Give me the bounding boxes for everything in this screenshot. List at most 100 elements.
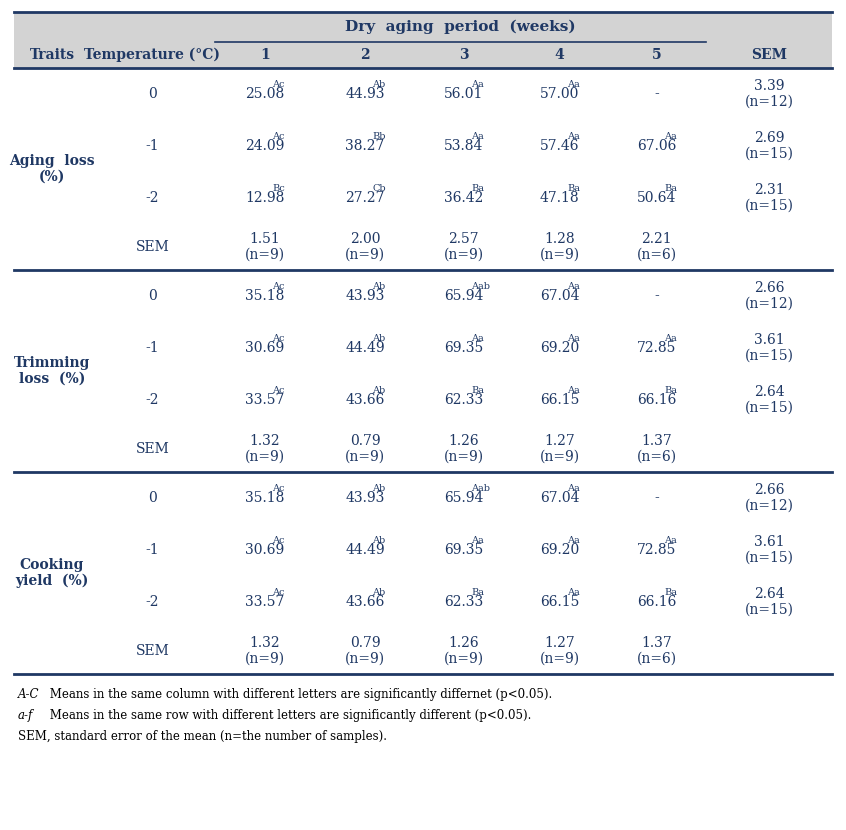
- Text: 56.01: 56.01: [444, 87, 483, 101]
- Bar: [14, 12, 832, 68]
- Text: 35.18: 35.18: [245, 491, 285, 505]
- Text: 27.27: 27.27: [345, 191, 385, 205]
- Text: 1.26
(n=9): 1.26 (n=9): [443, 434, 484, 464]
- Text: 53.84: 53.84: [444, 139, 483, 153]
- Text: 2.64
(n=15): 2.64 (n=15): [744, 587, 794, 617]
- Text: 1.28
(n=9): 1.28 (n=9): [540, 232, 580, 262]
- Text: 65.94: 65.94: [444, 289, 483, 303]
- Text: 2.66
(n=12): 2.66 (n=12): [744, 483, 794, 513]
- Text: Ab: Ab: [372, 536, 386, 544]
- Text: Bb: Bb: [372, 132, 386, 141]
- Text: 69.35: 69.35: [444, 341, 483, 355]
- Text: 66.15: 66.15: [540, 393, 580, 407]
- Text: Ab: Ab: [372, 282, 386, 290]
- Text: 44.93: 44.93: [345, 87, 385, 101]
- Text: 1.37
(n=6): 1.37 (n=6): [636, 434, 677, 464]
- Text: 62.33: 62.33: [444, 393, 483, 407]
- Text: 4: 4: [555, 48, 564, 62]
- Text: Aab: Aab: [471, 282, 490, 290]
- Text: Cooking
yield  (%): Cooking yield (%): [15, 558, 89, 588]
- Text: 2.57
(n=9): 2.57 (n=9): [443, 232, 484, 262]
- Text: SEM: SEM: [135, 644, 169, 658]
- Text: Bc: Bc: [272, 183, 285, 193]
- Text: Aa: Aa: [567, 588, 580, 597]
- Text: Ba: Ba: [471, 588, 484, 597]
- Bar: [14, 68, 832, 674]
- Text: Ac: Ac: [272, 386, 285, 395]
- Text: Traits: Traits: [30, 48, 74, 62]
- Text: 47.18: 47.18: [540, 191, 580, 205]
- Text: 66.16: 66.16: [637, 393, 676, 407]
- Text: 1: 1: [260, 48, 270, 62]
- Text: 43.93: 43.93: [345, 289, 385, 303]
- Text: 1.37
(n=6): 1.37 (n=6): [636, 636, 677, 666]
- Text: 1.26
(n=9): 1.26 (n=9): [443, 636, 484, 666]
- Text: 43.93: 43.93: [345, 491, 385, 505]
- Text: 30.69: 30.69: [245, 543, 284, 557]
- Text: 57.00: 57.00: [540, 87, 580, 101]
- Text: 67.06: 67.06: [637, 139, 676, 153]
- Text: Aa: Aa: [567, 484, 580, 493]
- Text: Aa: Aa: [567, 80, 580, 89]
- Text: 2.69
(n=15): 2.69 (n=15): [744, 131, 794, 161]
- Text: Ab: Ab: [372, 386, 386, 395]
- Text: Ba: Ba: [664, 386, 677, 395]
- Text: 12.98: 12.98: [245, 191, 285, 205]
- Text: Aa: Aa: [471, 536, 484, 544]
- Text: Ab: Ab: [372, 484, 386, 493]
- Text: 62.33: 62.33: [444, 595, 483, 609]
- Text: 44.49: 44.49: [345, 341, 385, 355]
- Text: Aa: Aa: [567, 536, 580, 544]
- Text: Aa: Aa: [664, 334, 677, 343]
- Text: Ab: Ab: [372, 334, 386, 343]
- Text: Trimming
loss  (%): Trimming loss (%): [14, 356, 91, 386]
- Text: 2.31
(n=15): 2.31 (n=15): [744, 183, 794, 213]
- Text: Means in the same row with different letters are significantly different (p<0.05: Means in the same row with different let…: [46, 709, 531, 722]
- Text: 67.04: 67.04: [540, 289, 580, 303]
- Text: Ba: Ba: [471, 386, 484, 395]
- Text: 44.49: 44.49: [345, 543, 385, 557]
- Text: 1.32
(n=9): 1.32 (n=9): [245, 636, 285, 666]
- Text: 38.27: 38.27: [345, 139, 385, 153]
- Text: Ac: Ac: [272, 334, 285, 343]
- Text: 1.27
(n=9): 1.27 (n=9): [540, 636, 580, 666]
- Text: Ac: Ac: [272, 80, 285, 89]
- Text: 24.09: 24.09: [245, 139, 285, 153]
- Text: -2: -2: [146, 595, 159, 609]
- Text: 3.61
(n=15): 3.61 (n=15): [744, 333, 794, 363]
- Text: Ac: Ac: [272, 536, 285, 544]
- Text: 3.61
(n=15): 3.61 (n=15): [744, 535, 794, 565]
- Text: 66.16: 66.16: [637, 595, 676, 609]
- Text: 2.66
(n=12): 2.66 (n=12): [744, 281, 794, 311]
- Text: SEM: SEM: [751, 48, 787, 62]
- Text: -1: -1: [146, 139, 159, 153]
- Text: Aa: Aa: [471, 80, 484, 89]
- Text: 30.69: 30.69: [245, 341, 284, 355]
- Text: 2.21
(n=6): 2.21 (n=6): [636, 232, 677, 262]
- Text: 72.85: 72.85: [637, 543, 676, 557]
- Text: Aa: Aa: [664, 132, 677, 141]
- Text: Ac: Ac: [272, 588, 285, 597]
- Text: Aa: Aa: [664, 536, 677, 544]
- Text: -2: -2: [146, 191, 159, 205]
- Text: SEM, standard error of the mean (n=the number of samples).: SEM, standard error of the mean (n=the n…: [18, 730, 387, 743]
- Text: Aa: Aa: [567, 132, 580, 141]
- Text: 43.66: 43.66: [345, 393, 385, 407]
- Text: 72.85: 72.85: [637, 341, 676, 355]
- Text: 2.00
(n=9): 2.00 (n=9): [345, 232, 385, 262]
- Text: A-C: A-C: [18, 688, 40, 701]
- Text: Aa: Aa: [567, 334, 580, 343]
- Text: Ba: Ba: [664, 183, 677, 193]
- Text: Aging  loss
(%): Aging loss (%): [9, 154, 95, 184]
- Text: 57.46: 57.46: [540, 139, 580, 153]
- Text: 50.64: 50.64: [637, 191, 676, 205]
- Text: 2.64
(n=15): 2.64 (n=15): [744, 385, 794, 415]
- Text: Aa: Aa: [471, 132, 484, 141]
- Text: -: -: [654, 289, 659, 303]
- Text: a-f: a-f: [18, 709, 33, 722]
- Text: 36.42: 36.42: [444, 191, 483, 205]
- Text: 5: 5: [651, 48, 662, 62]
- Text: 0: 0: [148, 491, 157, 505]
- Text: SEM: SEM: [135, 442, 169, 456]
- Text: Ac: Ac: [272, 484, 285, 493]
